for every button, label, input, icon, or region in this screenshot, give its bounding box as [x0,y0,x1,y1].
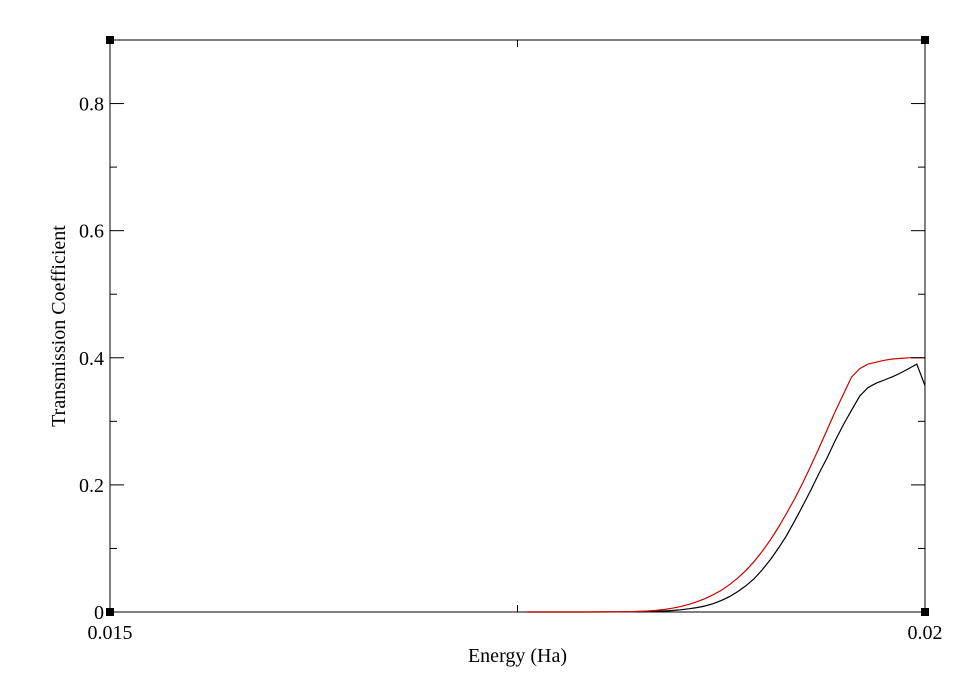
y-tick-label: 0 [94,602,104,624]
corner-handle [106,36,114,44]
corner-handle [921,36,929,44]
ticks-layer [110,40,925,613]
y-tick-label: 0.6 [79,221,104,243]
series-line-2 [527,357,925,613]
plot-border [109,39,926,613]
x-tick-label: 0.015 [88,622,133,644]
y-tick-label: 0.8 [79,94,104,116]
labels-layer: 0 0.2 0.4 0.6 0.8 0.015 0.02 [79,94,943,644]
series-line-1 [527,363,926,613]
y-tick-label: 0.4 [79,348,104,370]
y-tick-label: 0.2 [79,475,104,497]
plot-frame [106,36,929,616]
x-tick-label: 0.02 [908,622,943,644]
series-layer [527,357,926,613]
x-axis-title: Energy (Ha) [468,645,567,667]
y-axis-title: Transmission Coefficient [48,225,70,427]
